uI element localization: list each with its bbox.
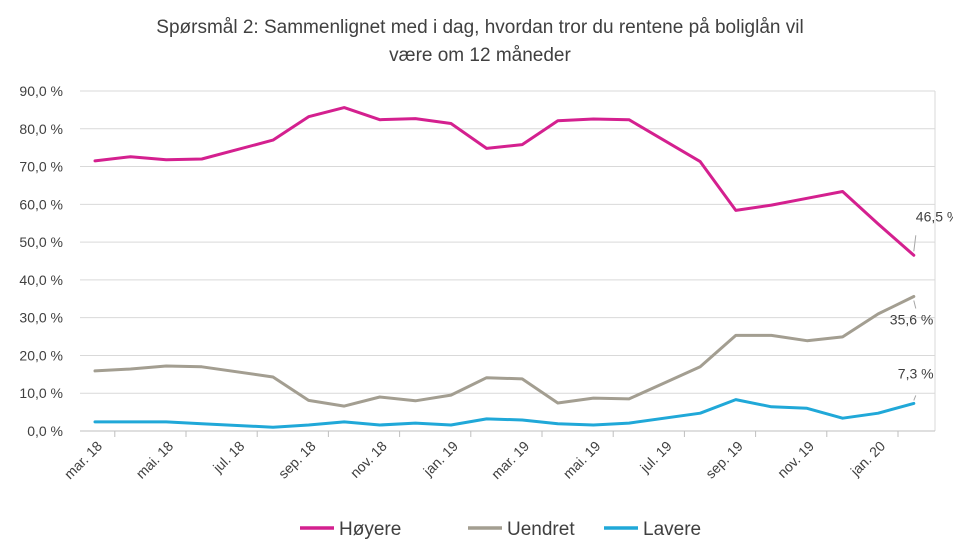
y-tick-label: 30,0 %: [19, 310, 63, 326]
legend-label: Uendret: [507, 519, 575, 540]
x-tick-label: mar. 18: [61, 438, 105, 482]
y-tick-label: 10,0 %: [19, 385, 63, 401]
y-tick-label: 0,0 %: [27, 423, 63, 439]
chart-title-line-1: Spørsmål 2: Sammenlignet med i dag, hvor…: [156, 17, 804, 38]
data-label: 35,6 %: [890, 312, 934, 328]
data-label: 46,5 %: [916, 208, 953, 224]
data-label-leader: [913, 395, 917, 401]
x-tick-label: jan. 19: [419, 438, 461, 480]
x-tick-label: nov. 19: [774, 438, 817, 481]
legend: Høyere Uendret Lavere: [300, 519, 701, 540]
series-line-2: [93, 295, 916, 408]
series-line-1: [93, 106, 916, 257]
x-tick-label: sep. 19: [702, 438, 746, 482]
gridlines: [80, 90, 936, 431]
y-tick-label: 20,0 %: [19, 347, 63, 363]
x-tick-label: jan. 20: [847, 438, 889, 480]
series-line-3: [93, 398, 916, 429]
x-tick-label: nov. 18: [347, 438, 390, 481]
y-tick-label: 70,0 %: [19, 159, 63, 175]
y-tick-label: 90,0 %: [19, 83, 63, 99]
y-tick-label: 60,0 %: [19, 196, 63, 212]
x-tick-label: mai. 19: [560, 438, 604, 482]
x-tick-label: jul. 18: [209, 438, 248, 477]
data-label-leader: [913, 300, 917, 309]
data-label-leader: [913, 235, 917, 252]
x-tick-label: mai. 18: [133, 438, 177, 482]
y-tick-label: 50,0 %: [19, 234, 63, 250]
series: [93, 106, 916, 429]
legend-label: Lavere: [643, 519, 701, 540]
x-tick-label: sep. 18: [275, 438, 319, 482]
y-tick-label: 80,0 %: [19, 121, 63, 137]
x-tick-label: jul. 19: [636, 438, 675, 477]
chart-title: Spørsmål 2: Sammenlignet med i dag, hvor…: [80, 14, 880, 70]
data-label: 7,3 %: [898, 365, 934, 381]
chart-title-line-2: være om 12 måneder: [389, 45, 571, 66]
data-labels: 46,5 % 35,6 % 7,3 %: [890, 208, 953, 401]
y-tick-label: 40,0 %: [19, 272, 63, 288]
legend-label: Høyere: [339, 519, 401, 540]
x-tick-label: mar. 19: [488, 438, 532, 482]
